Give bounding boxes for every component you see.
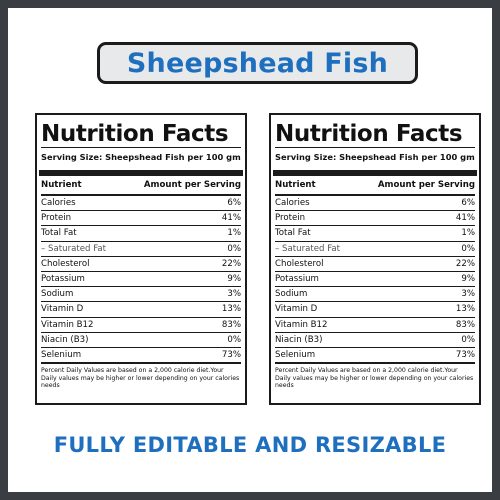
footnote: Percent Daily Values are based on a 2,00… (275, 367, 474, 390)
nutrient-row: Total Fat 1% (275, 226, 475, 242)
divider (275, 362, 475, 365)
divider (41, 194, 241, 196)
column-header: Nutrient Amount per Serving (275, 176, 475, 194)
nutrition-label-right: Nutrition Facts Serving Size: Sheepshead… (269, 113, 481, 405)
nutrient-name: Total Fat (41, 228, 77, 239)
nutrient-value: 9% (227, 274, 241, 285)
nutrient-row: Vitamin D 13% (275, 302, 475, 318)
nutrient-name: Protein (41, 213, 72, 224)
nutrient-name: – Saturated Fat (275, 243, 340, 254)
nutrient-value: 41% (455, 213, 475, 224)
nutrient-row: Total Fat 1% (41, 226, 241, 242)
nutrient-value: 3% (227, 289, 241, 300)
nutrient-name: Calories (275, 198, 310, 208)
nutrient-row: Selenium 73% (41, 348, 241, 362)
nutrient-header: Nutrient (275, 180, 316, 190)
divider-thick (273, 170, 477, 176)
divider (275, 194, 475, 196)
nutrition-heading: Nutrition Facts (275, 121, 463, 147)
nutrient-row: Vitamin B12 83% (41, 318, 241, 333)
nutrient-name: Selenium (275, 350, 316, 361)
nutrient-name: Calories (41, 198, 76, 208)
nutrient-row: Selenium 73% (275, 348, 475, 362)
nutrient-value: 0% (461, 334, 475, 345)
nutrient-row: Potassium 9% (275, 272, 475, 288)
column-header: Nutrient Amount per Serving (41, 176, 241, 194)
nutrient-value: 22% (221, 258, 241, 269)
nutrient-row: Protein 41% (41, 211, 241, 227)
nutrient-name: Niacin (B3) (275, 334, 323, 345)
nutrient-row: – Saturated Fat 0% (275, 242, 475, 257)
nutrient-value: 83% (455, 319, 475, 330)
nutrient-name: Total Fat (275, 228, 311, 239)
nutrient-value: 1% (227, 228, 241, 239)
nutrient-name: Selenium (41, 350, 82, 361)
nutrient-value: 73% (455, 350, 475, 361)
nutrient-row: Sodium 3% (41, 287, 241, 303)
nutrient-value: 0% (461, 243, 475, 254)
nutrient-value: 0% (227, 334, 241, 345)
nutrient-row: Protein 41% (275, 211, 475, 227)
divider (41, 147, 241, 148)
nutrient-name: Protein (275, 213, 306, 224)
nutrient-name: Potassium (41, 274, 85, 285)
nutrient-rows: Calories 6% Protein 41% Total Fat 1% – Satu… (41, 196, 241, 362)
nutrient-name: Vitamin B12 (41, 319, 94, 330)
nutrient-row: Niacin (B3) 0% (275, 333, 475, 349)
nutrient-row: – Saturated Fat 0% (41, 242, 241, 257)
nutrient-value: 1% (461, 228, 475, 239)
nutrient-value: 73% (221, 350, 241, 361)
nutrient-name: Sodium (275, 289, 308, 300)
nutrient-value: 6% (227, 198, 241, 208)
nutrient-name: Vitamin D (275, 304, 318, 315)
nutrient-name: – Saturated Fat (41, 243, 106, 254)
nutrient-row: Vitamin B12 83% (275, 318, 475, 333)
nutrient-row: Cholesterol 22% (275, 257, 475, 273)
nutrient-value: 13% (221, 304, 241, 315)
nutrient-row: Sodium 3% (275, 287, 475, 303)
nutrient-value: 22% (455, 258, 475, 269)
nutrient-rows: Calories 6% Protein 41% Total Fat 1% – Satu… (275, 196, 475, 362)
serving-size: Serving Size: Sheepshead Fish per 100 gm (41, 152, 241, 162)
nutrient-value: 83% (221, 319, 241, 330)
nutrient-name: Potassium (275, 274, 319, 285)
nutrient-value: 6% (461, 198, 475, 208)
canvas: Sheepshead Fish Nutrition Facts Serving … (8, 8, 492, 492)
amount-header: Amount per Serving (143, 180, 241, 190)
amount-header: Amount per Serving (377, 180, 475, 190)
nutrient-name: Vitamin B12 (275, 319, 328, 330)
nutrient-value: 9% (461, 274, 475, 285)
page-title: Sheepshead Fish (97, 42, 418, 84)
nutrient-row: Potassium 9% (41, 272, 241, 288)
divider-thick (39, 170, 243, 176)
nutrition-label-left: Nutrition Facts Serving Size: Sheepshead… (35, 113, 247, 405)
nutrient-name: Niacin (B3) (41, 334, 89, 345)
footnote: Percent Daily Values are based on a 2,00… (41, 367, 240, 390)
nutrient-value: 0% (227, 243, 241, 254)
nutrient-value: 13% (455, 304, 475, 315)
nutrient-row: Niacin (B3) 0% (41, 333, 241, 349)
nutrient-value: 3% (461, 289, 475, 300)
serving-size: Serving Size: Sheepshead Fish per 100 gm (275, 152, 475, 162)
nutrient-name: Cholesterol (275, 258, 324, 269)
nutrient-header: Nutrient (41, 180, 82, 190)
nutrition-heading: Nutrition Facts (41, 121, 229, 147)
nutrient-row: Calories 6% (275, 196, 475, 212)
nutrient-row: Vitamin D 13% (41, 302, 241, 318)
divider (41, 362, 241, 365)
nutrient-name: Vitamin D (41, 304, 84, 315)
nutrient-name: Sodium (41, 289, 74, 300)
nutrient-row: Calories 6% (41, 196, 241, 212)
nutrient-value: 41% (221, 213, 241, 224)
tagline: FULLY EDITABLE AND RESIZABLE (53, 433, 447, 457)
divider (275, 147, 475, 148)
nutrient-row: Cholesterol 22% (41, 257, 241, 273)
nutrient-name: Cholesterol (41, 258, 90, 269)
